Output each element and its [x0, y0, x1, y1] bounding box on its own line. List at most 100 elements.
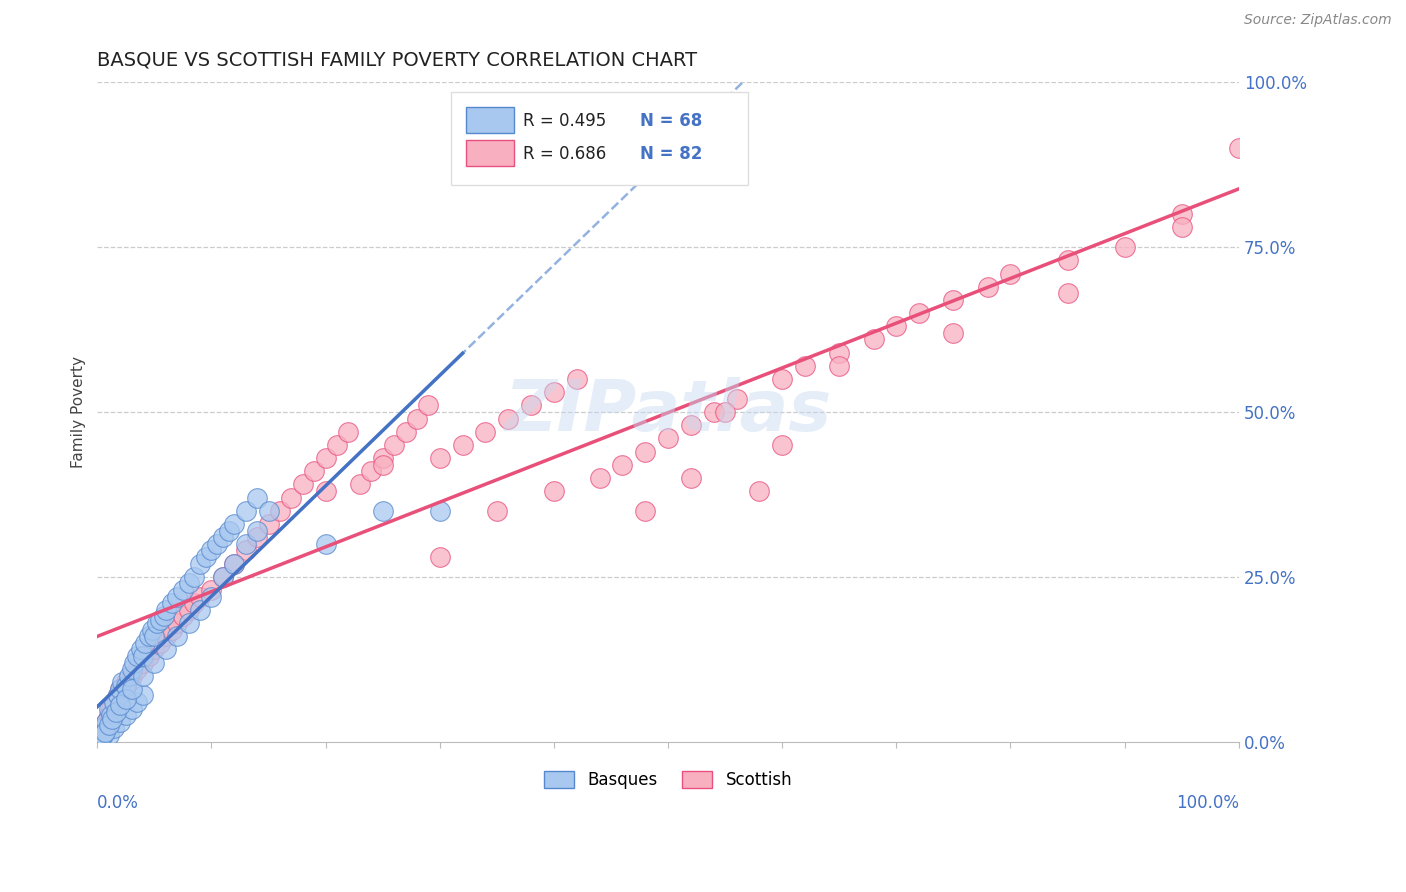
Point: [160, 596, 183, 610]
Point: [108, 698, 131, 713]
Point: [212, 570, 235, 584]
Point: [155, 603, 177, 617]
Point: [127, 648, 149, 663]
Point: [565, 372, 588, 386]
Point: [115, 675, 138, 690]
Point: [908, 306, 931, 320]
Text: R = 0.495: R = 0.495: [523, 112, 606, 129]
Point: [188, 590, 211, 604]
Point: [149, 613, 172, 627]
FancyBboxPatch shape: [465, 107, 515, 133]
Text: BASQUE VS SCOTTISH FAMILY POVERTY CORRELATION CHART: BASQUE VS SCOTTISH FAMILY POVERTY CORREL…: [97, 51, 697, 70]
Point: [107, 689, 129, 703]
Point: [371, 451, 394, 466]
Point: [132, 648, 155, 663]
Point: [100, 701, 122, 715]
Point: [177, 576, 200, 591]
Point: [496, 411, 519, 425]
Point: [429, 451, 451, 466]
Point: [1227, 141, 1250, 155]
Point: [97, 718, 120, 732]
Text: N = 68: N = 68: [640, 112, 702, 129]
Point: [96, 714, 118, 729]
Point: [108, 681, 131, 696]
Point: [143, 642, 166, 657]
Point: [101, 712, 124, 726]
Point: [588, 471, 610, 485]
Point: [382, 438, 405, 452]
Point: [115, 679, 138, 693]
Point: [235, 537, 257, 551]
Point: [183, 570, 205, 584]
Point: [108, 681, 131, 696]
FancyBboxPatch shape: [451, 92, 748, 185]
Point: [212, 530, 235, 544]
Point: [143, 629, 166, 643]
Point: [166, 615, 188, 630]
Point: [166, 590, 188, 604]
Point: [183, 596, 205, 610]
Text: N = 82: N = 82: [640, 145, 702, 162]
Point: [1056, 286, 1078, 301]
Point: [205, 537, 228, 551]
Point: [138, 629, 160, 643]
Point: [703, 405, 725, 419]
Point: [862, 333, 884, 347]
Point: [96, 714, 118, 729]
Point: [172, 609, 194, 624]
Point: [188, 557, 211, 571]
Point: [108, 714, 131, 729]
Point: [679, 418, 702, 433]
Point: [1170, 207, 1192, 221]
Point: [97, 701, 120, 715]
Point: [121, 668, 143, 682]
Point: [194, 549, 217, 564]
Point: [976, 279, 998, 293]
Point: [612, 458, 634, 472]
Point: [418, 398, 440, 412]
Point: [371, 504, 394, 518]
Text: R = 0.686: R = 0.686: [523, 145, 606, 162]
Point: [121, 681, 143, 696]
Text: ZIPatlas: ZIPatlas: [505, 377, 832, 447]
Point: [200, 590, 222, 604]
Point: [91, 728, 114, 742]
Point: [90, 731, 112, 746]
Point: [166, 629, 188, 643]
Point: [145, 615, 167, 630]
Point: [942, 293, 965, 307]
Point: [246, 530, 269, 544]
Point: [141, 623, 163, 637]
Point: [257, 517, 280, 532]
Point: [394, 425, 416, 439]
Point: [770, 372, 793, 386]
Point: [122, 656, 145, 670]
Point: [429, 504, 451, 518]
Text: 0.0%: 0.0%: [97, 795, 139, 813]
Point: [132, 668, 155, 682]
Point: [188, 603, 211, 617]
Point: [886, 319, 908, 334]
Point: [160, 623, 183, 637]
Point: [121, 701, 143, 715]
Point: [942, 326, 965, 340]
Point: [127, 695, 149, 709]
Point: [315, 484, 337, 499]
Point: [104, 705, 127, 719]
Point: [152, 609, 174, 624]
Point: [828, 359, 851, 373]
Point: [94, 724, 117, 739]
Legend: Basques, Scottish: Basques, Scottish: [537, 764, 799, 796]
Point: [714, 405, 737, 419]
Point: [97, 728, 120, 742]
Point: [121, 662, 143, 676]
FancyBboxPatch shape: [465, 140, 515, 166]
Text: 100.0%: 100.0%: [1175, 795, 1239, 813]
Point: [451, 438, 474, 452]
Point: [118, 668, 141, 682]
Point: [543, 484, 565, 499]
Point: [127, 662, 149, 676]
Point: [235, 543, 257, 558]
Point: [111, 675, 134, 690]
Point: [770, 438, 793, 452]
